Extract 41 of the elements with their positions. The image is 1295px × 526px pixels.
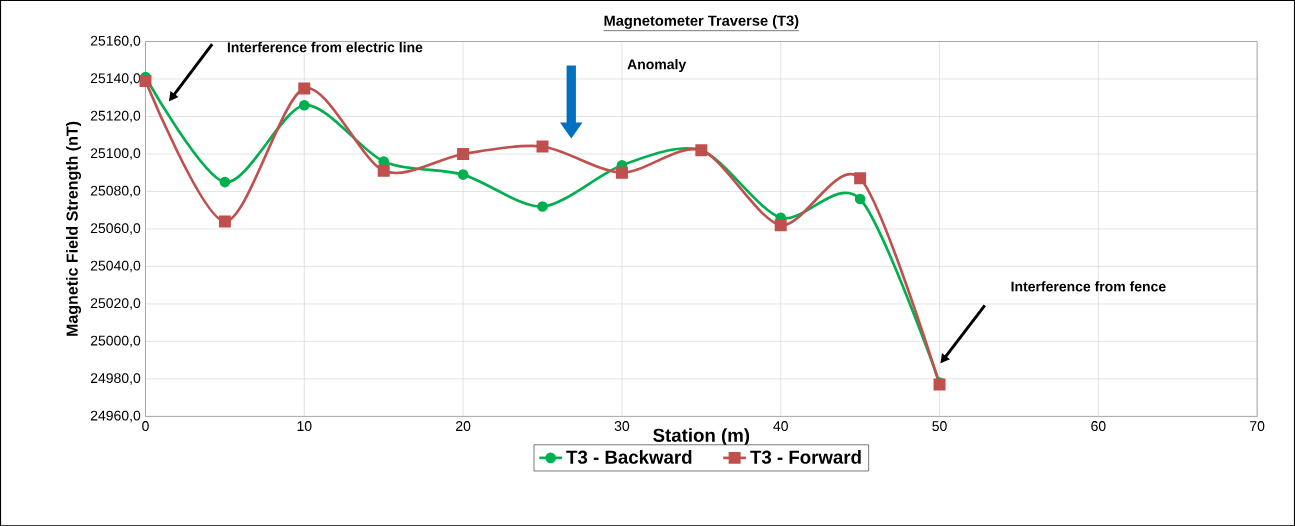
x-tick-label: 70: [1250, 421, 1265, 431]
point: [854, 193, 866, 205]
y-tick-label: 24980,0: [90, 373, 141, 385]
legend-label: T3 - Forward: [750, 450, 861, 464]
x-tick-label: 40: [773, 421, 788, 431]
point: [377, 164, 390, 177]
point: [615, 166, 628, 179]
x-tick-label: 50: [932, 421, 947, 431]
y-tick-label: 25080,0: [90, 185, 141, 198]
point: [218, 215, 231, 228]
x-tick-label: 30: [614, 421, 630, 431]
legend-label: T3 - Backward: [566, 450, 692, 464]
y-tick-label: 25040,0: [90, 260, 141, 273]
x-tick-label: 10: [297, 421, 312, 431]
chart-title: Magnetometer Traverse (T3): [604, 14, 799, 29]
y-axis-title: Magnetic Field Strength (nT): [66, 121, 82, 336]
point: [219, 176, 231, 188]
point: [854, 172, 867, 185]
x-axis-title: Station (m): [653, 428, 750, 446]
annotation: Interference from electric line: [227, 41, 423, 53]
point: [457, 169, 469, 180]
y-tick-label: 25060,0: [90, 223, 141, 235]
point: [298, 82, 311, 95]
y-tick-label: 25100,0: [90, 148, 141, 160]
point: [774, 219, 787, 232]
annotation: Anomaly: [627, 58, 687, 72]
y-tick-label: 25000,0: [90, 335, 141, 348]
y-tick-label: 25120,0: [90, 110, 141, 123]
point: [537, 201, 548, 212]
x-tick-label: 60: [1091, 421, 1106, 431]
x-tick-label: 0: [142, 421, 149, 431]
point: [139, 74, 152, 87]
y-tick-label: 25020,0: [90, 298, 141, 310]
annotation: Interference from fence: [1011, 281, 1166, 292]
point: [457, 147, 470, 160]
x-tick-label: 20: [456, 421, 471, 431]
y-tick-label: 25140,0: [90, 73, 141, 85]
y-tick-label: 25160,0: [90, 35, 141, 48]
point: [536, 140, 549, 153]
y-tick-label: 24960,0: [90, 410, 141, 423]
point: [298, 99, 310, 111]
